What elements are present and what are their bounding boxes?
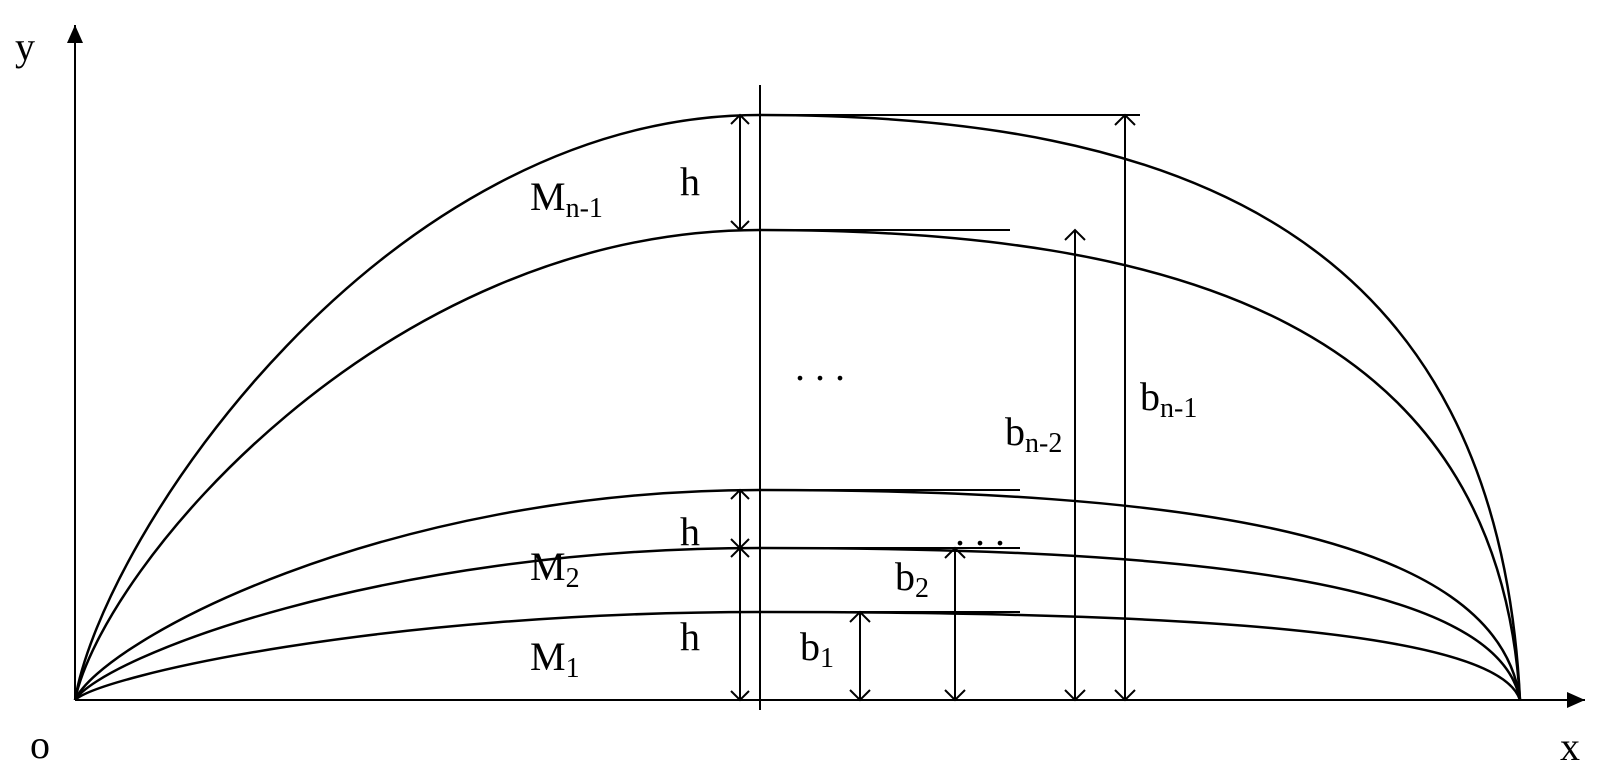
label-bn-2: bn-2 bbox=[1005, 409, 1062, 459]
label-bn-2-sub: n-2 bbox=[1025, 428, 1062, 459]
label-M2: M2 bbox=[530, 544, 580, 594]
label-bn-1: bn-1 bbox=[1140, 374, 1197, 424]
x-axis-arrow bbox=[1567, 692, 1585, 708]
x-axis-label: x bbox=[1560, 724, 1580, 769]
label-b2: b2 bbox=[895, 554, 929, 604]
label-h-mid: h bbox=[680, 509, 700, 554]
label-b1-sub: 1 bbox=[820, 643, 834, 674]
label-b2-sub: 2 bbox=[915, 573, 929, 604]
arc-3 bbox=[75, 490, 1520, 700]
label-Mn-1: Mn-1 bbox=[530, 174, 603, 224]
label-dots-right: . . . bbox=[955, 509, 1005, 554]
label-Mn-1-sub: n-1 bbox=[566, 193, 603, 224]
origin-label: o bbox=[30, 722, 50, 767]
label-h-bot: h bbox=[680, 614, 700, 659]
label-b1: b1 bbox=[800, 624, 834, 674]
arc-4 bbox=[75, 230, 1520, 700]
diagram-svg: x y o M1 M2 Mn-1 h h h b1 b2 bn-2 bn-1 . . . . . . bbox=[0, 0, 1621, 775]
y-axis-label: y bbox=[15, 24, 35, 69]
y-axis-arrow bbox=[67, 25, 83, 43]
arc-1 bbox=[75, 612, 1520, 700]
label-bn-1-sub: n-1 bbox=[1160, 393, 1197, 424]
label-M2-sub: 2 bbox=[566, 563, 580, 594]
label-h-top: h bbox=[680, 159, 700, 204]
label-dots-mid: . . . bbox=[795, 344, 845, 389]
label-M1-sub: 1 bbox=[566, 653, 580, 684]
label-M1: M1 bbox=[530, 634, 580, 684]
